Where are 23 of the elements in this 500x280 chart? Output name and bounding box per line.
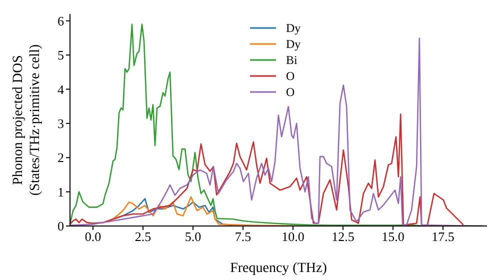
y-axis-title: Phonon projected DOS (States/THz·primitive cell) bbox=[11, 44, 43, 196]
legend-label: O bbox=[286, 84, 295, 100]
y-tick-label: 0 bbox=[58, 218, 64, 234]
y-tick-label: 2 bbox=[58, 150, 64, 166]
x-tick-label: 7.5 bbox=[234, 229, 252, 244]
x-tick-label: 2.5 bbox=[134, 229, 152, 244]
y-tick-label: 5 bbox=[58, 48, 64, 63]
x-tick-label: 17.5 bbox=[432, 229, 454, 244]
line-series bbox=[70, 114, 464, 226]
legend-label: Dy bbox=[286, 20, 301, 36]
x-axis-title: Frequency (THz) bbox=[230, 261, 328, 276]
x-tick-label: 10.0 bbox=[282, 229, 304, 244]
legend-label: Bi bbox=[286, 52, 298, 68]
x-tick-label: 5.0 bbox=[184, 229, 202, 244]
y-tick-label: 4 bbox=[58, 82, 64, 97]
y-tick-label: 6 bbox=[58, 13, 64, 28]
x-tick-label: 0.0 bbox=[84, 229, 102, 244]
y-tick-label: 1 bbox=[58, 184, 64, 200]
x-tick-label: 12.5 bbox=[332, 229, 354, 244]
y-tick-label: 3 bbox=[58, 116, 64, 132]
legend-label: O bbox=[286, 68, 295, 84]
x-tick-label: 15.0 bbox=[382, 229, 404, 244]
legend-label: Dy bbox=[286, 36, 301, 52]
